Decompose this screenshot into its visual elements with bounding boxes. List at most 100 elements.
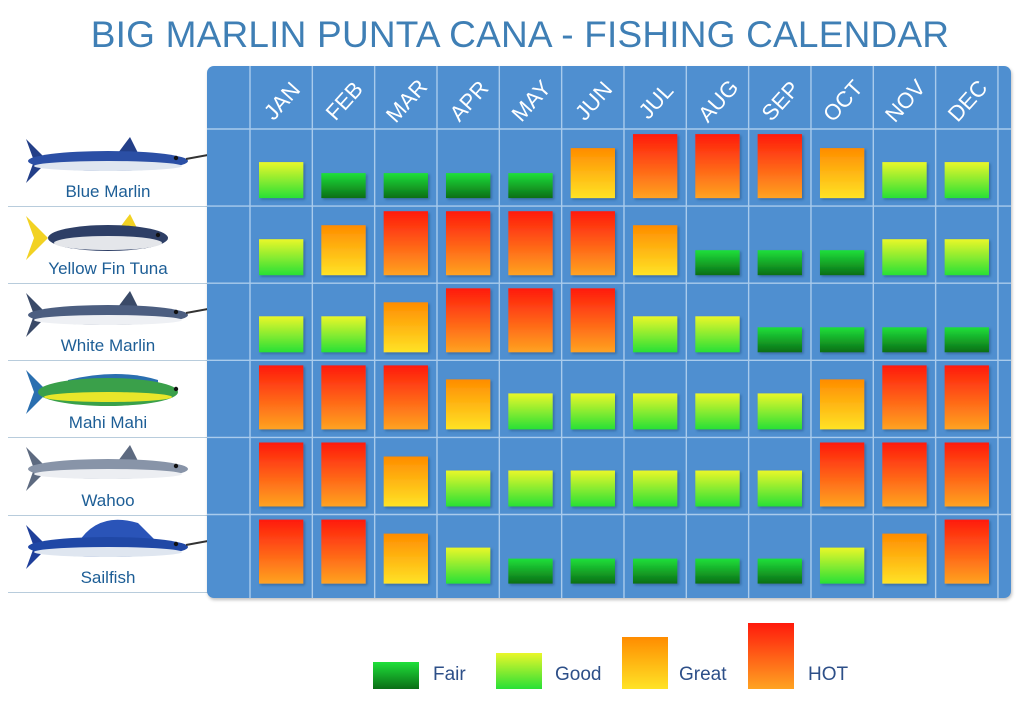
bar-white-marlin-oct — [819, 327, 865, 353]
bar-white-marlin-nov — [882, 327, 927, 353]
bar-white-marlin-apr — [445, 288, 491, 353]
row-separator — [8, 437, 208, 439]
month-label: OCT — [818, 75, 868, 126]
row-separator — [8, 206, 208, 208]
bar-blue-marlin-jun — [570, 148, 615, 199]
bar-sailfish-sep — [757, 558, 802, 584]
bar-mahi-mahi-mar — [383, 365, 428, 430]
white-marlin-icon — [26, 291, 208, 338]
row-separator — [8, 514, 208, 516]
bar-wahoo-apr — [445, 470, 491, 507]
bar-mahi-mahi-jul — [632, 393, 678, 430]
bar-yellow-fin-tuna-jun — [570, 211, 615, 276]
mahi-mahi-icon — [26, 370, 179, 415]
bar-sailfish-mar — [383, 533, 428, 584]
month-label: MAY — [507, 75, 557, 126]
legend-label-fair: Fair — [433, 664, 466, 685]
bar-wahoo-aug — [695, 470, 740, 507]
bar-sailfish-jul — [632, 558, 678, 584]
sailfish-icon — [26, 519, 208, 569]
bar-sailfish-apr — [445, 547, 491, 584]
bar-yellow-fin-tuna-dec — [944, 239, 989, 276]
bar-mahi-mahi-jan — [259, 365, 304, 430]
fish-label-yellow-fin-tuna: Yellow Fin Tuna — [48, 259, 168, 279]
bar-wahoo-jan — [259, 442, 304, 507]
bar-mahi-mahi-dec — [944, 365, 989, 430]
chart-title: BIG MARLIN PUNTA CANA - FISHING CALENDAR — [90, 14, 950, 55]
bar-wahoo-jun — [570, 470, 615, 507]
legend-swatch-fair — [373, 662, 419, 689]
fish-label-sailfish: Sailfish — [80, 567, 136, 587]
bar-mahi-mahi-jun — [570, 393, 615, 430]
month-label: DEC — [943, 75, 993, 126]
bar-blue-marlin-sep — [757, 134, 802, 199]
fish-label-blue-marlin: Blue Marlin — [65, 182, 151, 202]
bar-sailfish-oct — [819, 547, 865, 584]
bar-blue-marlin-apr — [445, 173, 491, 199]
bar-yellow-fin-tuna-apr — [445, 211, 491, 276]
legend-label-good: Good — [555, 664, 602, 685]
row-separator — [8, 591, 208, 593]
month-label: MAR — [381, 74, 432, 127]
bar-white-marlin-jul — [632, 316, 678, 353]
bar-blue-marlin-mar — [383, 173, 428, 199]
fish-label-mahi-mahi: Mahi Mahi — [68, 413, 148, 433]
bar-blue-marlin-oct — [819, 148, 865, 199]
month-label: FEB — [321, 77, 368, 126]
bar-blue-marlin-nov — [882, 162, 927, 199]
bar-white-marlin-jan — [259, 316, 304, 353]
bar-mahi-mahi-aug — [695, 393, 740, 430]
legend-label-hot: HOT — [808, 664, 849, 685]
bar-wahoo-dec — [944, 442, 989, 507]
fish-label-wahoo: Wahoo — [81, 490, 135, 510]
bar-wahoo-jul — [632, 470, 678, 507]
bar-mahi-mahi-apr — [445, 379, 491, 430]
bar-mahi-mahi-may — [508, 393, 553, 430]
month-label: JUN — [570, 77, 617, 126]
bar-yellow-fin-tuna-feb — [321, 225, 366, 276]
bar-wahoo-feb — [321, 442, 366, 507]
legend-swatch-good — [496, 653, 542, 689]
bar-sailfish-nov — [882, 533, 927, 584]
bar-blue-marlin-dec — [944, 162, 989, 199]
bar-blue-marlin-jul — [632, 134, 678, 199]
row-separator — [8, 360, 208, 362]
bar-yellow-fin-tuna-may — [508, 211, 553, 276]
month-label: NOV — [880, 75, 931, 127]
bar-blue-marlin-aug — [695, 134, 740, 199]
bars — [259, 134, 989, 584]
bar-white-marlin-mar — [383, 302, 428, 353]
bar-white-marlin-jun — [570, 288, 615, 353]
bar-mahi-mahi-sep — [757, 393, 802, 430]
fish-label-white-marlin: White Marlin — [60, 336, 156, 356]
bar-yellow-fin-tuna-aug — [695, 250, 740, 276]
grid-lines — [207, 66, 1011, 598]
bar-wahoo-may — [508, 470, 553, 507]
bar-white-marlin-dec — [944, 327, 989, 353]
bar-wahoo-mar — [383, 456, 428, 507]
bar-white-marlin-feb — [321, 316, 366, 353]
bar-yellow-fin-tuna-jul — [632, 225, 678, 276]
row-separator — [8, 283, 208, 285]
bar-white-marlin-aug — [695, 316, 740, 353]
bar-sailfish-jun — [570, 558, 615, 584]
month-label: AUG — [693, 75, 743, 127]
bar-sailfish-jan — [259, 519, 304, 584]
blue-marlin-icon — [26, 137, 208, 183]
bar-mahi-mahi-feb — [321, 365, 366, 430]
calendar-panel: JAN FEB MAR APR MAY JUN JUL AUG SEP OCT NOV DEC — [207, 66, 1011, 598]
bar-mahi-mahi-nov — [882, 365, 927, 430]
bar-yellow-fin-tuna-nov — [882, 239, 927, 276]
month-label: JUL — [634, 78, 679, 124]
month-label: APR — [444, 76, 493, 126]
bar-sailfish-dec — [944, 519, 989, 584]
bar-mahi-mahi-oct — [819, 379, 865, 430]
bar-wahoo-nov — [882, 442, 927, 507]
bar-blue-marlin-may — [508, 173, 553, 199]
month-label: SEP — [757, 76, 805, 125]
bar-sailfish-may — [508, 558, 553, 584]
bar-white-marlin-may — [508, 288, 553, 353]
bar-sailfish-feb — [321, 519, 366, 584]
legend-swatch-great — [622, 637, 668, 689]
bar-white-marlin-sep — [757, 327, 802, 353]
